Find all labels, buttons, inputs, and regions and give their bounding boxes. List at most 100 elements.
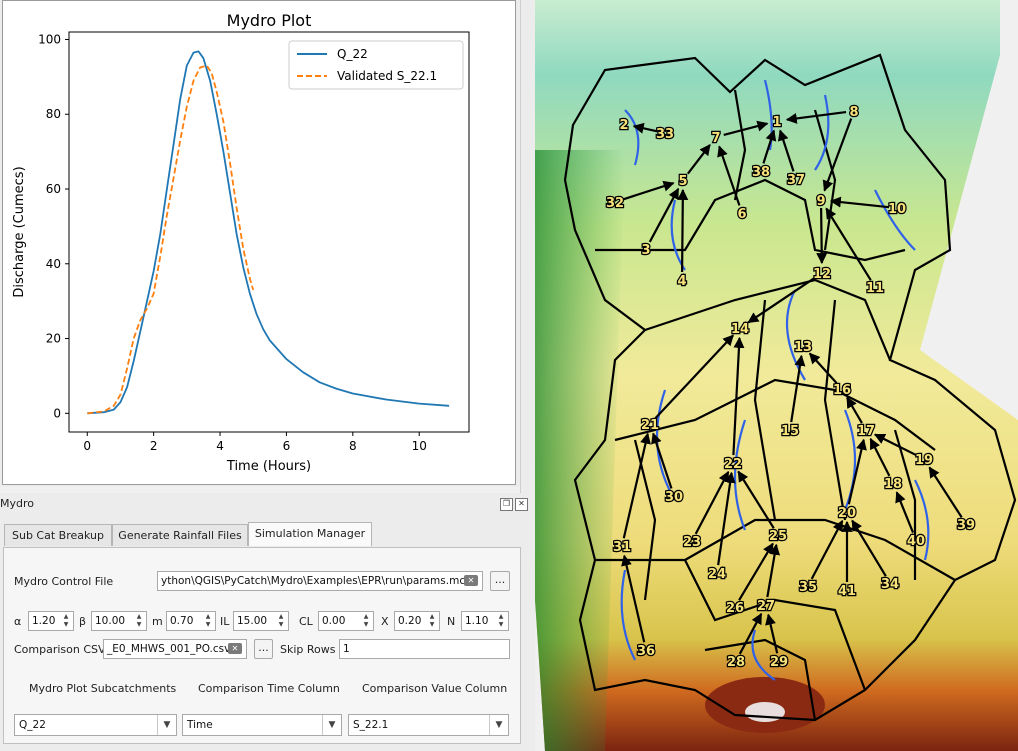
spin-arrows-icon[interactable]: ▲ ▼ [136, 613, 142, 628]
subcatchment-label: 5 [678, 174, 687, 189]
flow-arrow [790, 354, 806, 423]
skip-rows-value: 1 [343, 643, 350, 655]
flow-arrow [732, 336, 745, 456]
subcatchment-value: Q_22 [19, 719, 46, 731]
subcatchment-label: 30 [665, 490, 683, 505]
time-column-select[interactable]: Time ▼ [182, 714, 342, 736]
legend-label-validated: Validated S_22.1 [337, 69, 437, 83]
beta-value: 10.00 [95, 615, 126, 627]
y-tick-label: 80 [46, 107, 61, 121]
plot-area [68, 31, 470, 433]
spin-arrows-icon[interactable]: ▲ ▼ [363, 613, 369, 628]
flow-arrow [621, 554, 646, 643]
flow-arrow [717, 145, 741, 206]
cl-spinbox[interactable]: 0.00 ▲ ▼ [318, 611, 374, 631]
plot-canvas: Mydro Plot 0 2 4 6 8 10 0 20 40 60 80 100 Time (Ho… [2, 0, 516, 485]
catchment-map[interactable]: 1234567891011121314151617181920212223242… [535, 0, 1018, 751]
close-icon[interactable]: ✕ [515, 498, 528, 511]
y-tick-label: 40 [46, 257, 61, 271]
spin-arrows-icon[interactable]: ▲ ▼ [278, 613, 284, 628]
flow-arrow [869, 437, 891, 477]
tab-sub-cat-breakup[interactable]: Sub Cat Breakup [4, 524, 112, 546]
clear-icon[interactable]: ✕ [464, 575, 478, 586]
skip-rows-label: Skip Rows [280, 643, 336, 656]
flow-arrow [648, 187, 680, 243]
cl-value: 0.00 [322, 615, 346, 627]
subcatchment-label: 19 [915, 453, 933, 468]
legend-label-q22: Q_22 [337, 47, 368, 61]
n-spinbox[interactable]: 1.10 ▲ ▼ [461, 611, 509, 631]
subcatchment-label: 2 [619, 118, 628, 133]
simulation-manager-panel: Mydro Control File ython\QGIS\PyCatch\My… [3, 547, 521, 744]
subcatchment-label: 15 [781, 424, 799, 439]
browse-comparison-csv-button[interactable]: ... [254, 639, 273, 659]
spin-arrows-icon[interactable]: ▲ ▼ [429, 613, 435, 628]
chevron-down-icon[interactable]: ▼ [489, 715, 508, 735]
n-value: 1.10 [465, 615, 489, 627]
dock-title: Mydro [0, 497, 34, 510]
plot-window: Mydro Plot 0 2 4 6 8 10 0 20 40 60 80 100 Time (Ho… [0, 0, 520, 487]
subcatchment-label: 31 [613, 540, 631, 555]
tab-simulation-manager[interactable]: Simulation Manager [248, 522, 372, 546]
subcatchment-select[interactable]: Q_22 ▼ [14, 714, 177, 736]
chevron-down-icon[interactable]: ▼ [157, 715, 176, 735]
m-value: 0.70 [170, 615, 194, 627]
control-file-input[interactable]: ython\QGIS\PyCatch\Mydro\Examples\EPR\ru… [157, 571, 483, 591]
flow-arrow [654, 334, 734, 419]
series-lines [87, 50, 450, 415]
beta-spinbox[interactable]: 10.00 ▲ ▼ [91, 611, 147, 631]
legend-box [288, 40, 464, 90]
comparison-csv-input[interactable]: _E0_MHWS_001_PO.csv ✕ [103, 639, 247, 659]
browse-control-file-button[interactable]: ... [490, 571, 510, 591]
flow-arrow [822, 118, 853, 192]
chevron-down-icon[interactable]: ▼ [322, 715, 341, 735]
spin-arrows-icon[interactable]: ▲ ▼ [205, 613, 211, 628]
alpha-spinbox[interactable]: 1.20 ▲ ▼ [28, 611, 74, 631]
tab-generate-rainfall-files[interactable]: Generate Rainfall Files [112, 524, 248, 546]
subcatchment-label: 3 [641, 243, 650, 258]
flow-arrow [765, 613, 779, 654]
subcatchment-label: 20 [838, 506, 856, 521]
subcatchment-label: 14 [731, 322, 749, 337]
x-tick-label: 10 [412, 439, 427, 453]
time-column-value: Time [187, 719, 213, 731]
value-column-select[interactable]: S_22.1 ▼ [348, 714, 509, 736]
flow-arrow [825, 207, 872, 281]
beta-label: β [79, 615, 87, 628]
m-spinbox[interactable]: 0.70 ▲ ▼ [166, 611, 216, 631]
flow-arrow [723, 120, 769, 137]
subcatchment-label: 22 [724, 457, 742, 472]
subcatchment-label: 9 [816, 194, 825, 209]
il-value: 15.00 [237, 615, 268, 627]
control-file-value: ython\QGIS\PyCatch\Mydro\Examples\EPR\ru… [161, 575, 469, 587]
y-tick-label: 60 [46, 182, 61, 196]
x-label: X [381, 615, 389, 628]
spin-arrows-icon[interactable]: ▲ ▼ [63, 613, 69, 628]
flow-arrow [694, 470, 730, 535]
flow-arrow [738, 542, 774, 601]
subcatchments-label: Mydro Plot Subcatchments [29, 682, 177, 695]
x-value: 0.20 [398, 615, 422, 627]
x-axis-label: Time (Hours) [226, 459, 311, 474]
value-column-label: Comparison Value Column [362, 682, 508, 695]
flow-arrow [816, 207, 828, 265]
clear-icon[interactable]: ✕ [228, 643, 242, 654]
subcatchment-label: 25 [769, 529, 787, 544]
skip-rows-input[interactable]: 1 [339, 639, 510, 659]
subcatchment-label: 37 [787, 173, 805, 188]
flow-arrow [651, 432, 673, 489]
subcatchment-label: 36 [637, 644, 655, 659]
spin-arrows-icon[interactable]: ▲ ▼ [498, 613, 504, 628]
subcatchment-label: 1 [772, 115, 781, 130]
series-line-validated [87, 64, 255, 415]
flow-arrow [873, 433, 918, 457]
subcatchment-label: 40 [907, 534, 925, 549]
il-spinbox[interactable]: 15.00 ▲ ▼ [233, 611, 289, 631]
x-spinbox[interactable]: 0.20 ▲ ▼ [394, 611, 440, 631]
float-icon[interactable]: ❐ [500, 498, 513, 511]
flow-arrow [632, 122, 658, 134]
subcatchment-label: 41 [838, 584, 856, 599]
y-axis-label: Discharge (Cumecs) [12, 166, 27, 297]
dem-highland-peak-core [745, 702, 785, 722]
flow-arrow [738, 612, 763, 655]
